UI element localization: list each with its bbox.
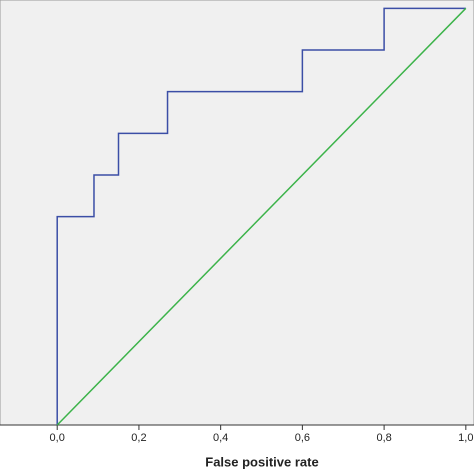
- plot-area: [0, 0, 474, 426]
- x-tick-label: 1,0: [458, 432, 473, 444]
- x-tick-label: 0,2: [131, 432, 146, 444]
- roc-line: [56, 7, 467, 426]
- x-tick-label: 0,8: [376, 432, 391, 444]
- x-tick-label: 0,4: [213, 432, 228, 444]
- x-tick-label: 0,6: [295, 432, 310, 444]
- roc-line: [56, 7, 466, 425]
- x-axis-title: False positive rate: [205, 454, 318, 469]
- x-tick-label: 0,0: [50, 432, 65, 444]
